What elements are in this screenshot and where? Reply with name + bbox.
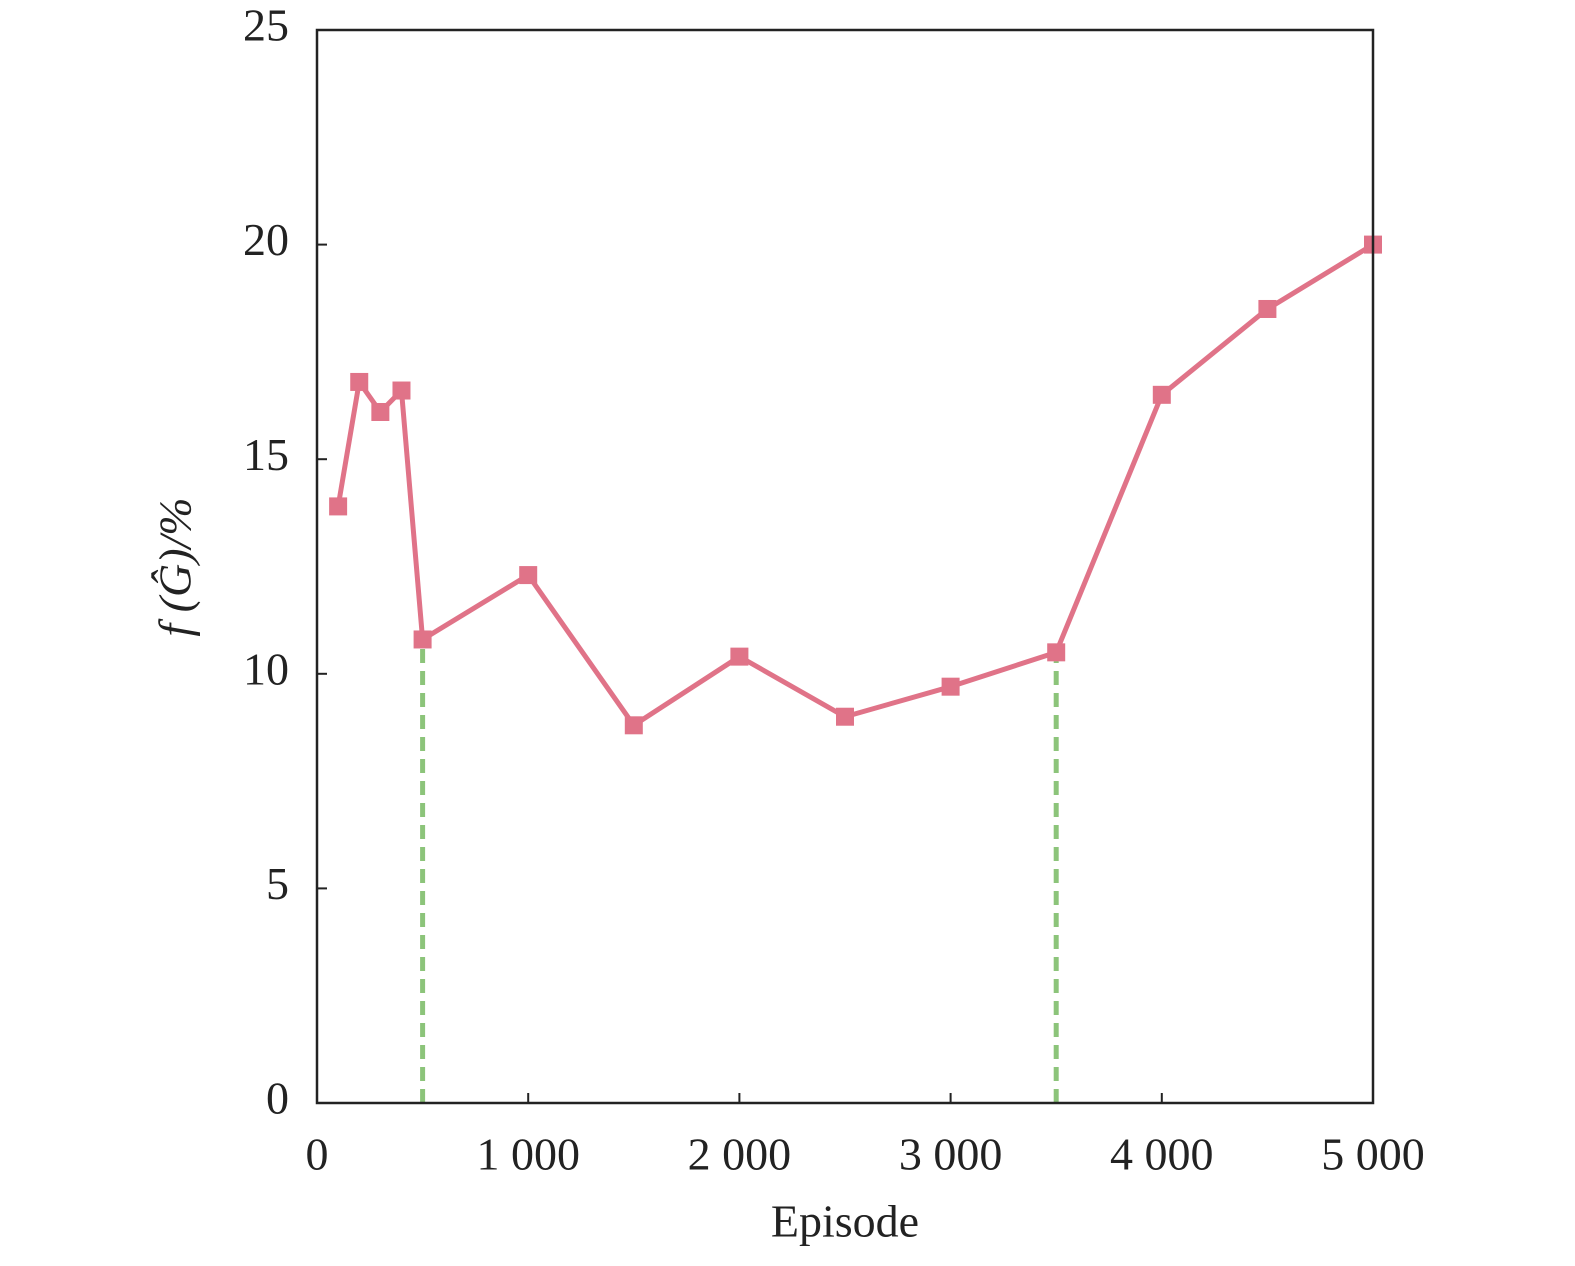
x-axis-label: Episode <box>771 1196 919 1247</box>
marker <box>1152 385 1171 404</box>
y-tick-label: 20 <box>243 214 289 265</box>
marker <box>836 707 854 726</box>
x-tick-label: 1 000 <box>476 1129 580 1180</box>
x-tick-label: 4 000 <box>1110 1129 1214 1180</box>
marker <box>350 372 369 391</box>
marker <box>392 381 411 400</box>
marker <box>329 497 348 516</box>
x-tick-label: 3 000 <box>899 1129 1003 1180</box>
x-tick-label: 0 <box>306 1129 329 1180</box>
y-tick-label: 25 <box>243 0 289 51</box>
y-axis-label: f (Ĝ)/% <box>150 497 201 636</box>
marker <box>1258 299 1277 318</box>
plot-frame <box>315 28 1375 1105</box>
x-tick-label: 2 000 <box>688 1129 792 1180</box>
marker <box>413 630 432 649</box>
marker <box>730 647 749 666</box>
marker <box>371 402 390 421</box>
y-tick-label: 5 <box>266 858 289 909</box>
x-tick-label: 5 000 <box>1321 1129 1425 1180</box>
y-tick-label: 0 <box>266 1073 289 1124</box>
marker <box>624 716 643 735</box>
y-tick-label: 15 <box>243 429 289 480</box>
marker <box>519 566 538 585</box>
marker <box>941 677 960 696</box>
y-tick-label: 10 <box>243 643 289 694</box>
marker <box>1047 643 1066 662</box>
series-line <box>335 242 1375 728</box>
